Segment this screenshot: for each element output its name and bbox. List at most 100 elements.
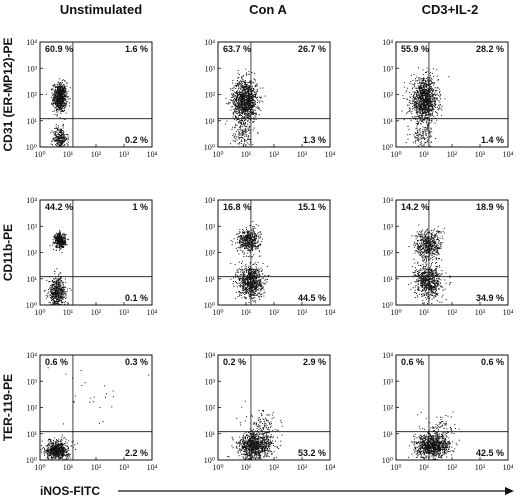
data-point bbox=[62, 136, 64, 138]
data-point bbox=[53, 137, 55, 139]
data-point bbox=[254, 80, 256, 82]
data-point bbox=[238, 122, 240, 124]
data-point bbox=[252, 88, 254, 89]
data-point bbox=[230, 87, 232, 89]
data-point bbox=[247, 247, 249, 249]
data-point bbox=[53, 295, 55, 297]
data-point bbox=[253, 109, 255, 111]
data-point bbox=[427, 90, 429, 92]
data-point bbox=[56, 238, 58, 239]
data-point bbox=[62, 286, 64, 288]
data-point bbox=[440, 94, 442, 96]
data-point bbox=[56, 92, 58, 94]
data-point bbox=[425, 98, 427, 100]
data-point bbox=[429, 136, 431, 138]
data-point bbox=[419, 100, 421, 102]
data-point bbox=[243, 145, 244, 147]
data-point bbox=[56, 283, 58, 285]
data-point bbox=[249, 105, 251, 107]
data-point bbox=[239, 121, 241, 122]
data-point bbox=[59, 231, 61, 233]
data-point bbox=[419, 130, 421, 132]
data-point bbox=[56, 86, 58, 88]
data-point bbox=[249, 238, 251, 240]
data-point bbox=[245, 93, 246, 94]
data-point bbox=[244, 122, 246, 124]
data-point bbox=[252, 143, 254, 145]
data-point bbox=[58, 87, 59, 88]
data-point bbox=[60, 239, 62, 241]
y-tick-label: 10³ bbox=[27, 222, 38, 231]
data-point bbox=[62, 284, 64, 286]
data-point bbox=[235, 117, 237, 119]
data-point bbox=[404, 86, 406, 88]
data-point bbox=[58, 88, 60, 90]
data-point bbox=[60, 93, 62, 94]
data-point bbox=[422, 82, 423, 84]
data-point bbox=[414, 80, 416, 82]
data-point bbox=[415, 127, 417, 129]
data-point bbox=[58, 286, 60, 288]
data-point bbox=[61, 96, 63, 98]
data-point bbox=[59, 272, 61, 274]
data-point bbox=[247, 97, 249, 98]
data-point bbox=[57, 88, 59, 90]
data-point bbox=[430, 141, 432, 143]
data-point bbox=[408, 128, 410, 130]
data-point bbox=[67, 100, 68, 102]
data-point bbox=[424, 87, 426, 89]
data-point bbox=[246, 100, 248, 102]
data-point bbox=[254, 232, 256, 234]
data-point bbox=[60, 113, 62, 115]
data-point bbox=[419, 102, 421, 103]
data-point bbox=[60, 129, 62, 131]
data-point bbox=[62, 105, 64, 107]
data-point bbox=[255, 103, 257, 105]
data-point bbox=[58, 300, 60, 301]
data-point bbox=[258, 102, 260, 104]
data-point bbox=[51, 104, 53, 106]
data-point bbox=[254, 100, 256, 102]
data-point bbox=[59, 140, 61, 141]
data-point bbox=[252, 249, 254, 251]
data-point bbox=[240, 143, 242, 144]
data-point bbox=[428, 83, 429, 85]
data-point bbox=[242, 129, 244, 131]
data-point bbox=[235, 87, 237, 89]
data-point bbox=[257, 242, 259, 244]
data-point bbox=[242, 107, 244, 109]
data-point bbox=[57, 90, 59, 92]
data-point bbox=[237, 91, 239, 93]
data-point bbox=[247, 138, 249, 140]
data-point bbox=[418, 87, 420, 89]
data-point bbox=[239, 134, 241, 136]
data-point bbox=[245, 95, 247, 96]
x-tick-label: 10⁴ bbox=[503, 150, 514, 159]
data-point bbox=[245, 107, 247, 109]
data-point bbox=[59, 97, 61, 99]
data-point bbox=[248, 242, 250, 244]
data-point bbox=[67, 138, 69, 140]
data-point bbox=[416, 129, 418, 131]
data-point bbox=[255, 96, 256, 98]
data-point bbox=[246, 98, 248, 100]
data-point bbox=[237, 84, 239, 86]
data-point bbox=[64, 90, 66, 92]
data-point bbox=[243, 131, 245, 132]
data-point bbox=[413, 95, 415, 97]
data-point bbox=[253, 102, 255, 104]
data-point bbox=[426, 119, 428, 121]
data-point bbox=[226, 103, 228, 104]
data-point bbox=[248, 99, 250, 101]
data-point bbox=[254, 97, 256, 99]
data-point bbox=[430, 104, 432, 106]
data-point bbox=[66, 96, 68, 98]
data-point bbox=[249, 138, 251, 140]
data-point bbox=[419, 133, 421, 135]
data-point bbox=[62, 86, 64, 88]
data-point bbox=[248, 91, 250, 92]
data-point bbox=[240, 91, 242, 93]
data-point bbox=[242, 144, 244, 146]
data-point bbox=[244, 106, 246, 108]
data-point bbox=[249, 270, 251, 271]
